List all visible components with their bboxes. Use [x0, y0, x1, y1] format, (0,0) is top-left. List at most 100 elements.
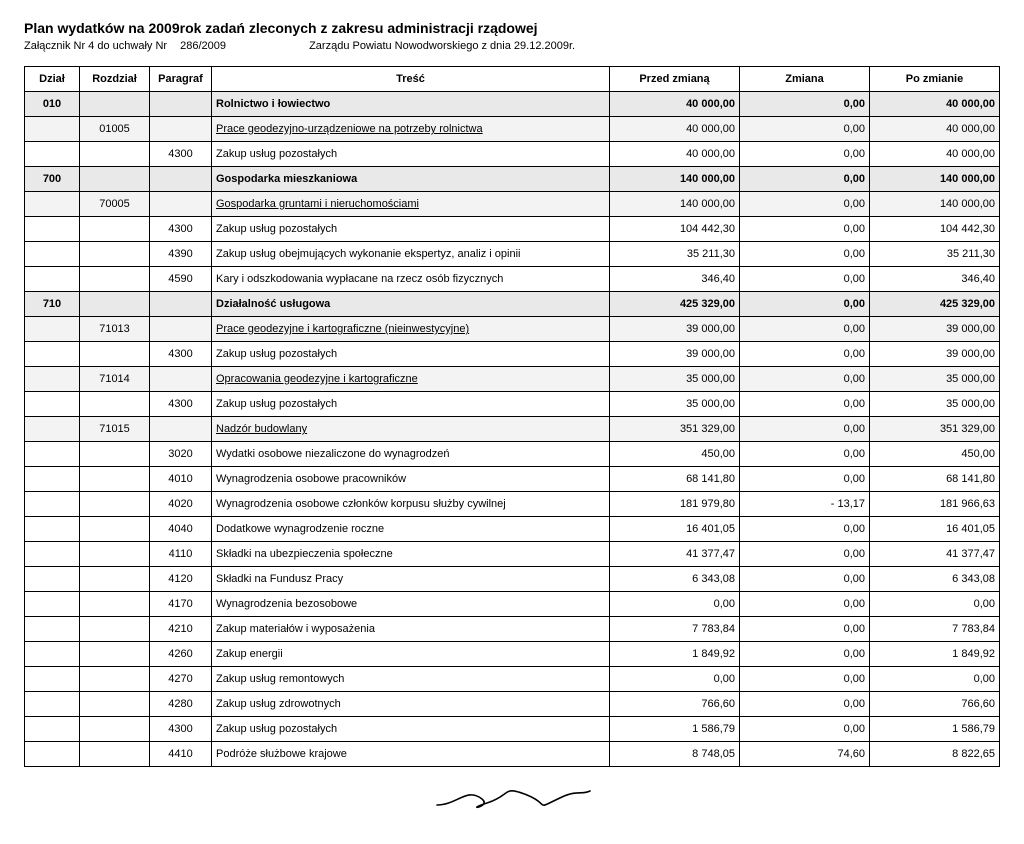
table-row: 4280Zakup usług zdrowotnych766,600,00766…	[25, 692, 1000, 717]
cell-zmiana: 0,00	[740, 117, 870, 142]
cell-rozdzial	[80, 617, 150, 642]
cell-tresc: Nadzór budowlany	[212, 417, 610, 442]
table-row: 4020Wynagrodzenia osobowe członków korpu…	[25, 492, 1000, 517]
cell-rozdzial	[80, 667, 150, 692]
cell-tresc: Zakup usług obejmujących wykonanie ekspe…	[212, 242, 610, 267]
cell-zmiana: 0,00	[740, 192, 870, 217]
cell-rozdzial	[80, 92, 150, 117]
cell-tresc: Działalność usługowa	[212, 292, 610, 317]
cell-zmiana: 0,00	[740, 592, 870, 617]
cell-przed: 39 000,00	[610, 317, 740, 342]
cell-tresc: Zakup usług pozostałych	[212, 217, 610, 242]
cell-paragraf: 4280	[150, 692, 212, 717]
cell-dzial	[25, 242, 80, 267]
cell-przed: 425 329,00	[610, 292, 740, 317]
cell-rozdzial	[80, 592, 150, 617]
table-row: 4390Zakup usług obejmujących wykonanie e…	[25, 242, 1000, 267]
cell-paragraf	[150, 317, 212, 342]
col-przed: Przed zmianą	[610, 67, 740, 92]
table-row: 4040Dodatkowe wynagrodzenie roczne16 401…	[25, 517, 1000, 542]
cell-po: 68 141,80	[870, 467, 1000, 492]
cell-dzial: 700	[25, 167, 80, 192]
col-zmiana: Zmiana	[740, 67, 870, 92]
cell-rozdzial	[80, 542, 150, 567]
cell-rozdzial	[80, 242, 150, 267]
cell-tresc: Wynagrodzenia osobowe pracowników	[212, 467, 610, 492]
cell-przed: 8 748,05	[610, 742, 740, 767]
cell-tresc: Zakup usług pozostałych	[212, 142, 610, 167]
cell-przed: 1 849,92	[610, 642, 740, 667]
cell-tresc: Zakup usług pozostałych	[212, 392, 610, 417]
cell-dzial	[25, 567, 80, 592]
table-row: 4300Zakup usług pozostałych35 000,000,00…	[25, 392, 1000, 417]
cell-dzial	[25, 667, 80, 692]
cell-dzial: 710	[25, 292, 80, 317]
cell-po: 40 000,00	[870, 117, 1000, 142]
cell-rozdzial	[80, 342, 150, 367]
cell-po: 8 822,65	[870, 742, 1000, 767]
cell-zmiana: 0,00	[740, 467, 870, 492]
cell-tresc: Zakup usług pozostałych	[212, 717, 610, 742]
cell-rozdzial	[80, 517, 150, 542]
table-row: 4300Zakup usług pozostałych40 000,000,00…	[25, 142, 1000, 167]
cell-po: 450,00	[870, 442, 1000, 467]
cell-dzial	[25, 517, 80, 542]
table-row: 4010Wynagrodzenia osobowe pracowników 68 …	[25, 467, 1000, 492]
cell-paragraf	[150, 192, 212, 217]
cell-rozdzial	[80, 267, 150, 292]
cell-paragraf: 4390	[150, 242, 212, 267]
cell-po: 41 377,47	[870, 542, 1000, 567]
cell-zmiana: 0,00	[740, 567, 870, 592]
cell-zmiana: 0,00	[740, 217, 870, 242]
cell-po: 35 000,00	[870, 392, 1000, 417]
cell-rozdzial: 71015	[80, 417, 150, 442]
cell-tresc: Podróże służbowe krajowe	[212, 742, 610, 767]
cell-zmiana: 0,00	[740, 367, 870, 392]
cell-po: 39 000,00	[870, 342, 1000, 367]
cell-przed: 351 329,00	[610, 417, 740, 442]
cell-zmiana: 0,00	[740, 292, 870, 317]
cell-rozdzial	[80, 717, 150, 742]
cell-przed: 766,60	[610, 692, 740, 717]
cell-przed: 346,40	[610, 267, 740, 292]
table-row: 01005Prace geodezyjno-urządzeniowe na po…	[25, 117, 1000, 142]
cell-paragraf: 4110	[150, 542, 212, 567]
cell-po: 181 966,63	[870, 492, 1000, 517]
cell-przed: 35 211,30	[610, 242, 740, 267]
cell-przed: 41 377,47	[610, 542, 740, 567]
cell-zmiana: 0,00	[740, 392, 870, 417]
cell-dzial	[25, 267, 80, 292]
cell-po: 1 586,79	[870, 717, 1000, 742]
cell-paragraf: 4260	[150, 642, 212, 667]
cell-paragraf: 4590	[150, 267, 212, 292]
cell-po: 40 000,00	[870, 92, 1000, 117]
cell-przed: 7 783,84	[610, 617, 740, 642]
table-row: 71014Opracowania geodezyjne i kartografi…	[25, 367, 1000, 392]
cell-po: 346,40	[870, 267, 1000, 292]
cell-rozdzial: 71014	[80, 367, 150, 392]
cell-zmiana: 0,00	[740, 342, 870, 367]
cell-rozdzial: 01005	[80, 117, 150, 142]
cell-tresc: Gospodarka gruntami i nieruchomościami	[212, 192, 610, 217]
cell-dzial	[25, 467, 80, 492]
cell-przed: 0,00	[610, 592, 740, 617]
cell-zmiana: 0,00	[740, 717, 870, 742]
cell-paragraf: 4300	[150, 717, 212, 742]
table-row: 70005Gospodarka gruntami i nieruchomości…	[25, 192, 1000, 217]
cell-rozdzial	[80, 742, 150, 767]
cell-tresc: Rolnictwo i łowiectwo	[212, 92, 610, 117]
cell-rozdzial	[80, 467, 150, 492]
cell-tresc: Zakup energii	[212, 642, 610, 667]
cell-zmiana: 0,00	[740, 417, 870, 442]
cell-przed: 35 000,00	[610, 367, 740, 392]
cell-dzial	[25, 592, 80, 617]
cell-po: 0,00	[870, 667, 1000, 692]
cell-zmiana: 0,00	[740, 167, 870, 192]
cell-paragraf: 4010	[150, 467, 212, 492]
cell-po: 6 343,08	[870, 567, 1000, 592]
cell-zmiana: 0,00	[740, 142, 870, 167]
cell-paragraf	[150, 417, 212, 442]
cell-paragraf: 4040	[150, 517, 212, 542]
cell-dzial	[25, 642, 80, 667]
cell-po: 35 000,00	[870, 367, 1000, 392]
